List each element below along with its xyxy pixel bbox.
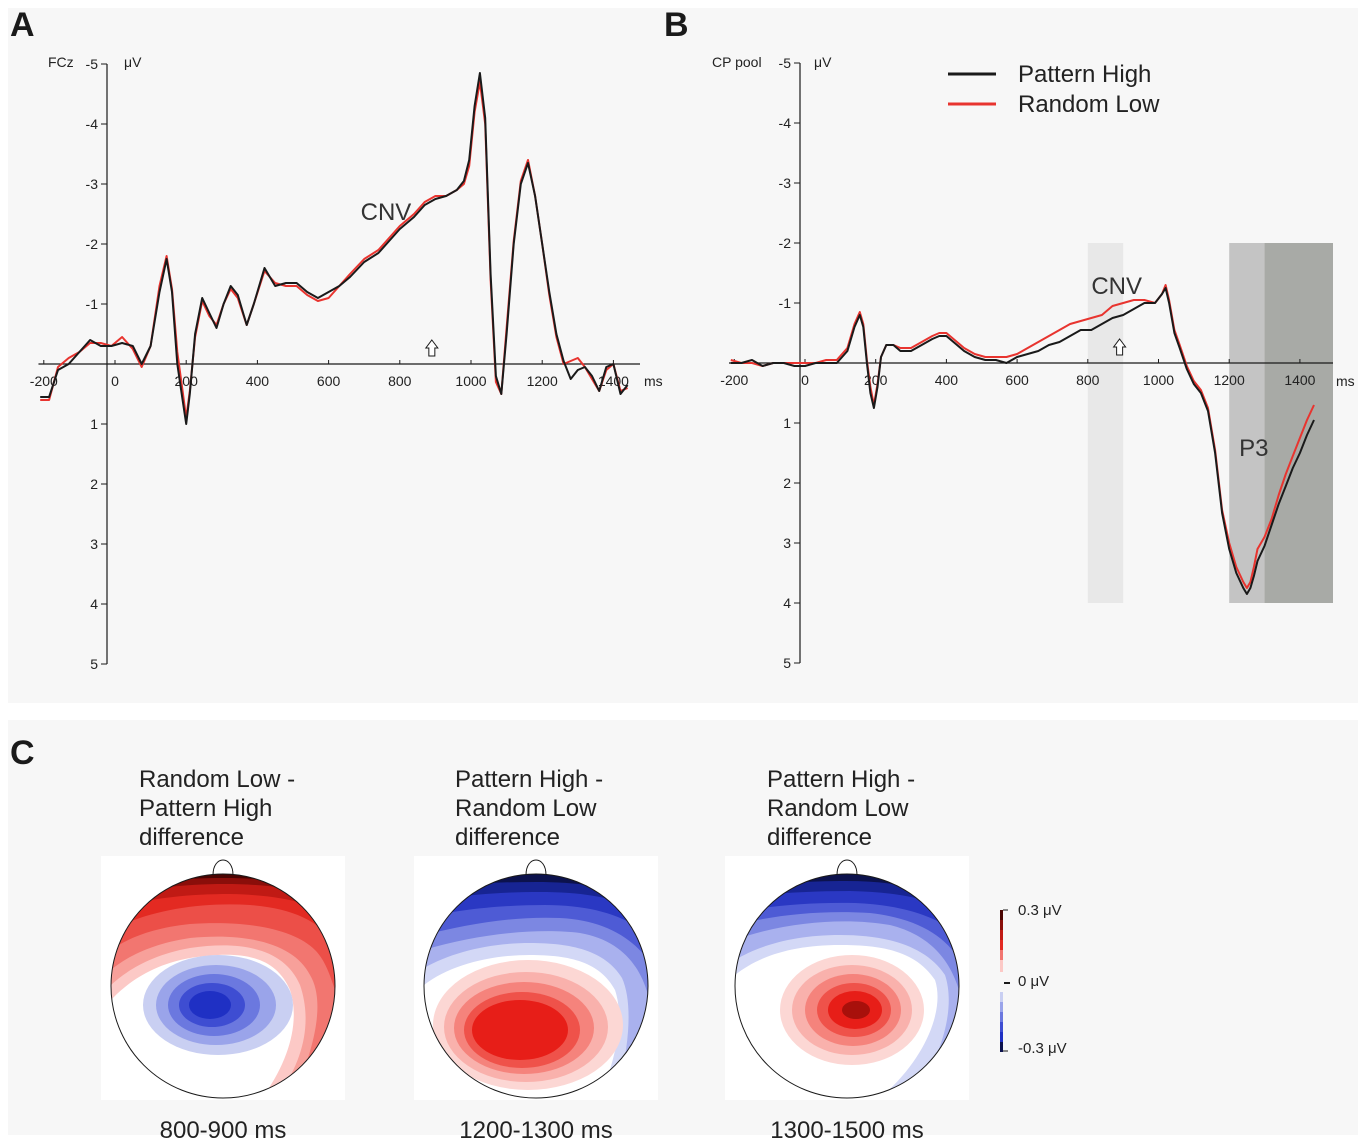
- head-outline: [110, 873, 336, 1099]
- topomap-window-label: 1200-1300 ms: [459, 1117, 612, 1142]
- y-tick-label: 5: [783, 655, 791, 671]
- y-tick-label: 3: [783, 535, 791, 551]
- topomap-contours: [424, 874, 648, 1098]
- time-window-2: [1264, 243, 1333, 603]
- y-tick-label: -5: [779, 55, 792, 71]
- panel-label-c: C: [10, 734, 35, 772]
- x-unit-label-a: ms: [644, 373, 663, 389]
- topomap-title-line-2: Random Low: [767, 795, 909, 822]
- annotation-cnv: CNV: [361, 199, 412, 226]
- topomap-title-line-1: Random Low -: [139, 766, 295, 793]
- x-tick-label: 1400: [1284, 372, 1315, 388]
- y-tick-label: 1: [783, 415, 791, 431]
- y-tick-label: -2: [86, 236, 99, 252]
- topomap-title-line-2: Pattern High: [139, 795, 272, 822]
- x-tick-label: 1200: [1214, 372, 1245, 388]
- x-tick-label: 1400: [598, 373, 629, 389]
- x-tick-label: 400: [935, 372, 959, 388]
- nose-icon: [212, 859, 234, 876]
- topomap-title-line-1: Pattern High -: [767, 766, 915, 793]
- topomap-1200-1300: Pattern High - Random Low difference 120…: [414, 766, 658, 1142]
- x-tick-label: 0: [111, 373, 119, 389]
- x-tick-label: 1000: [455, 373, 486, 389]
- time-window-1: [1229, 243, 1265, 603]
- annotation-cnv: CNV: [1091, 273, 1142, 300]
- legend: Pattern High Random Low: [948, 61, 1160, 118]
- colorbar-label-bottom: -0.3 μV: [1018, 1040, 1067, 1057]
- x-tick-label: 800: [1076, 372, 1100, 388]
- topomap-contours: [735, 874, 959, 1098]
- y-tick-label: -1: [86, 296, 99, 312]
- x-tick-label: 1000: [1143, 372, 1174, 388]
- y-tick-label: -3: [86, 176, 99, 192]
- colorbar-label-mid: 0 μV: [1018, 973, 1049, 990]
- x-tick-label: -200: [720, 372, 748, 388]
- x-tick-label: 1200: [527, 373, 558, 389]
- channel-label-fcz: FCz: [48, 54, 74, 70]
- annotations-a: CNV: [361, 199, 439, 357]
- y-tick-label: -1: [779, 295, 792, 311]
- annotation-p3: P3: [1239, 435, 1268, 462]
- y-tick-label: 4: [783, 595, 791, 611]
- channel-label-cp-pool: CP pool: [712, 54, 762, 70]
- y-tick-label: -4: [779, 115, 792, 131]
- x-tick-label: 600: [317, 373, 341, 389]
- y-tick-label: 4: [90, 596, 98, 612]
- time-windows-b: [1087, 243, 1333, 603]
- series-group-b: [730, 284, 1315, 595]
- x-tick-label: 800: [388, 373, 412, 389]
- arrow-up-icon: [424, 339, 439, 357]
- x-unit-label-b: ms: [1336, 373, 1355, 389]
- topomap-contours: [111, 874, 335, 1098]
- nose-icon: [836, 859, 858, 876]
- head-outline: [734, 873, 960, 1099]
- time-window-0: [1087, 243, 1124, 603]
- topomap-title-line-1: Pattern High -: [455, 766, 603, 793]
- panel-label-a: A: [10, 6, 35, 44]
- y-tick-label: 3: [90, 536, 98, 552]
- topomap-window-label: 1300-1500 ms: [770, 1117, 923, 1142]
- y-tick-label: -4: [86, 116, 99, 132]
- unit-label-b: μV: [814, 54, 832, 70]
- topomap-title-line-3: difference: [455, 824, 560, 851]
- y-tick-label: 2: [783, 475, 791, 491]
- y-tick-label: -5: [86, 56, 99, 72]
- series-line-random-low: [730, 284, 1315, 589]
- x-tick-label: 600: [1005, 372, 1029, 388]
- y-tick-label: -3: [779, 175, 792, 191]
- y-tick-label: 1: [90, 416, 98, 432]
- series-group-a: [40, 72, 629, 425]
- topomap-window-label: 800-900 ms: [160, 1117, 287, 1142]
- arrow-up-icon: [1112, 338, 1127, 356]
- y-tick-label: -2: [779, 235, 792, 251]
- topomap-800-900: Random Low - Pattern High difference 800…: [101, 766, 345, 1142]
- series-line-pattern-high: [40, 72, 629, 425]
- x-tick-label: 0: [801, 372, 809, 388]
- panel-label-b: B: [664, 6, 689, 44]
- annotations-b: CNV P3: [1091, 273, 1268, 462]
- nose-icon: [525, 859, 547, 876]
- topomap-title-line-3: difference: [139, 824, 244, 851]
- y-tick-label: 5: [90, 656, 98, 672]
- topomap-1300-1500: Pattern High - Random Low difference 130…: [725, 766, 969, 1142]
- topomap-title-line-3: difference: [767, 824, 872, 851]
- colorbar-label-top: 0.3 μV: [1018, 902, 1062, 919]
- unit-label-a: μV: [124, 54, 142, 70]
- topomap-title-line-2: Random Low: [455, 795, 597, 822]
- series-line-pattern-high: [730, 287, 1315, 595]
- head-outline: [423, 873, 649, 1099]
- colorbar: 0.3 μV 0 μV -0.3 μV: [1000, 902, 1067, 1057]
- legend-label-random-low: Random Low: [1018, 91, 1160, 118]
- x-tick-label: 400: [246, 373, 270, 389]
- erp-panels-background: [8, 8, 1358, 703]
- legend-label-pattern-high: Pattern High: [1018, 61, 1151, 88]
- y-tick-label: 2: [90, 476, 98, 492]
- x-tick-label: -200: [30, 373, 58, 389]
